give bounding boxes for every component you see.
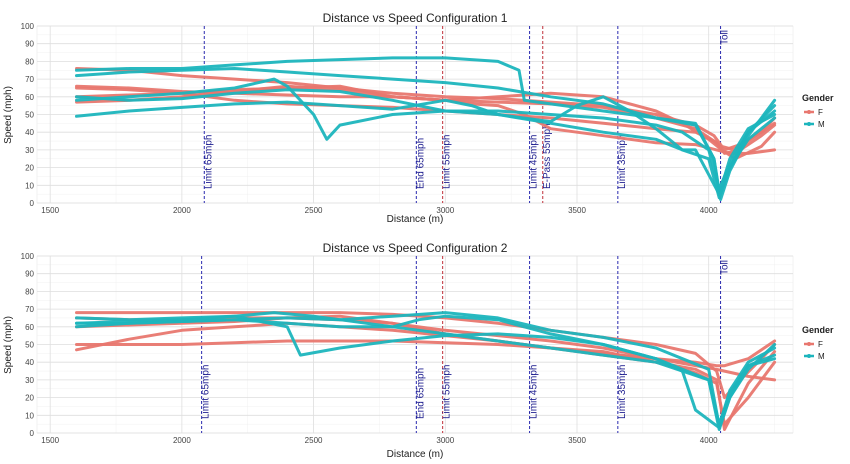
x-tick-label: 4000 (700, 206, 718, 215)
reference-line-label: Toll (720, 260, 731, 275)
y-tick-label: 0 (30, 199, 35, 208)
series-line (75, 86, 777, 152)
reference-line-label: Limit 55mph (442, 365, 453, 419)
reference-line-label: Limit 55mph (442, 135, 453, 189)
series-line (75, 88, 777, 200)
reference-line-label: Limit 45mph (529, 365, 540, 419)
reference-line-label: E-Pass 55mph (542, 123, 553, 189)
legend-title: Gender (802, 325, 834, 335)
reference-line-label: Limit 35mph (617, 135, 628, 189)
y-tick-label: 10 (25, 411, 34, 420)
y-tick-label: 10 (25, 181, 34, 190)
y-tick-label: 30 (25, 146, 34, 155)
legend-marker (807, 110, 811, 114)
x-tick-label: 4000 (700, 436, 718, 445)
reference-line-label: Limit 65mph (201, 365, 212, 419)
legend: Gender FM (802, 325, 834, 361)
legend-title: Gender (802, 93, 834, 103)
x-tick-label: 3500 (568, 206, 586, 215)
legend-marker (807, 354, 811, 358)
legend-marker (807, 122, 811, 126)
reference-line-label: Toll (720, 30, 731, 45)
legend: Gender FM (802, 93, 834, 129)
legend-label: F (818, 340, 823, 349)
reference-line-label: Limit 45mph (529, 135, 540, 189)
y-tick-labels: 0 10 20 30 40 50 60 70 80 90 100 (21, 22, 35, 208)
series-line (75, 314, 777, 430)
y-tick-label: 70 (25, 305, 34, 314)
y-tick-label: 0 (30, 429, 35, 438)
y-tick-label: 90 (25, 270, 34, 279)
legend-marker (807, 342, 811, 346)
x-axis-label: Distance (m) (387, 214, 444, 225)
y-tick-label: 70 (25, 75, 34, 84)
reference-line-label: Limit 65mph (203, 135, 214, 189)
series-line (75, 67, 777, 201)
x-tick-label: 1500 (41, 206, 59, 215)
x-tick-label: 2500 (305, 206, 323, 215)
reference-line-label: Limit 35mph (617, 365, 628, 419)
y-tick-label: 20 (25, 394, 34, 403)
y-tick-label: 80 (25, 57, 34, 66)
y-tick-label: 100 (21, 252, 35, 261)
y-tick-label: 50 (25, 341, 34, 350)
chart-panel-1: Distance vs Speed Configuration 1 Limit … (3, 11, 834, 225)
y-tick-label: 100 (21, 22, 35, 31)
y-tick-labels: 0 10 20 30 40 50 60 70 80 90 100 (21, 252, 35, 438)
x-tick-label: 3000 (436, 206, 454, 215)
series-line (75, 314, 777, 382)
y-axis-label: Speed (mph) (3, 316, 14, 374)
reference-line-label: End 65mph (415, 138, 426, 189)
legend-label: F (818, 108, 823, 117)
y-tick-label: 60 (25, 323, 34, 332)
y-tick-label: 30 (25, 376, 34, 385)
y-tick-label: 60 (25, 93, 34, 102)
legend-label: M (818, 352, 825, 361)
gridlines (37, 255, 793, 434)
series-lines (75, 311, 777, 431)
series-line (75, 339, 777, 426)
y-tick-label: 50 (25, 111, 34, 120)
series-line (75, 84, 777, 155)
series-line (75, 95, 777, 196)
reference-lines: Limit 65mph End 65mph Limit 55mph Limit 45m… (201, 256, 731, 433)
x-tick-label: 3500 (568, 436, 586, 445)
x-tick-label: 2000 (173, 436, 191, 445)
y-tick-label: 90 (25, 40, 34, 49)
y-tick-label: 20 (25, 164, 34, 173)
x-tick-label: 3000 (436, 436, 454, 445)
series-lines (75, 56, 777, 201)
y-tick-label: 40 (25, 128, 34, 137)
y-tick-label: 40 (25, 358, 34, 367)
legend-label: M (818, 120, 825, 129)
y-tick-label: 80 (25, 287, 34, 296)
x-axis-label: Distance (m) (387, 449, 444, 460)
x-tick-label: 2000 (173, 206, 191, 215)
x-tick-labels: 1500 2000 2500 3000 3500 4000 (41, 436, 718, 445)
y-axis-label: Speed (mph) (3, 86, 14, 144)
chart-title: Distance vs Speed Configuration 1 (323, 11, 508, 25)
chart-panel-2: Distance vs Speed Configuration 2 Limit … (3, 241, 834, 460)
chart-title: Distance vs Speed Configuration 2 (323, 241, 508, 255)
reference-lines: Limit 65mph End 65mph Limit 55mph Limit 45m… (203, 26, 731, 203)
x-tick-labels: 1500 2000 2500 3000 3500 4000 (41, 206, 718, 215)
x-tick-label: 2500 (305, 436, 323, 445)
x-tick-label: 1500 (41, 436, 59, 445)
reference-line-label: End 65mph (415, 368, 426, 419)
